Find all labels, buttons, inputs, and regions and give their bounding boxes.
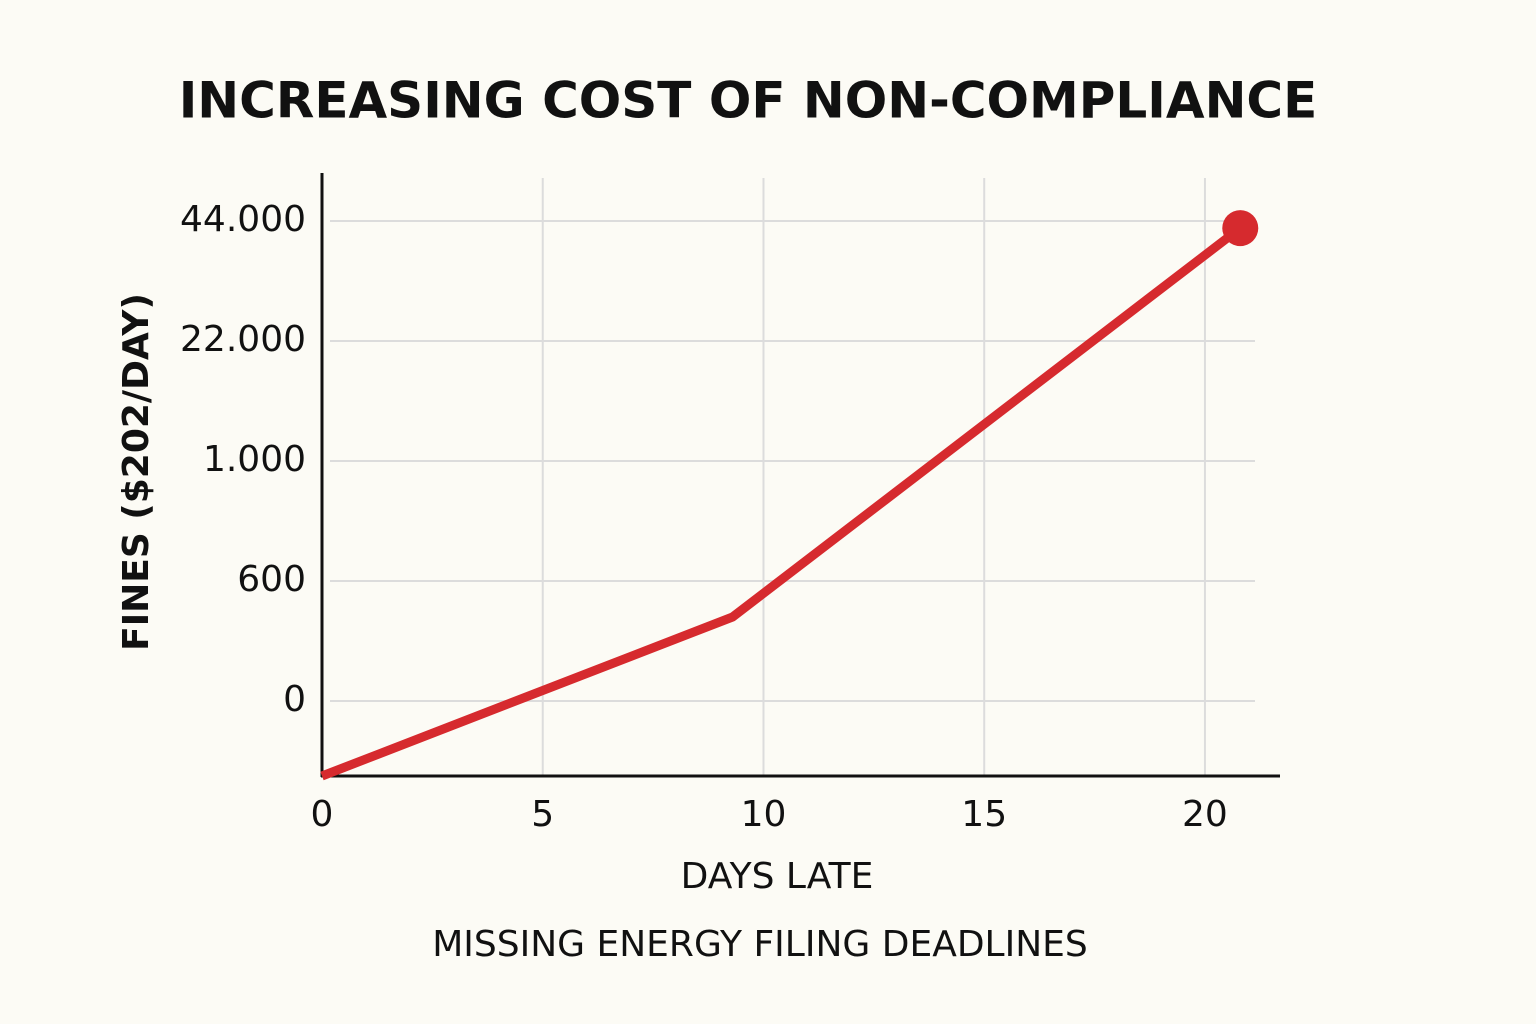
chart-title: INCREASING COST OF NON-COMPLIANCE (179, 72, 1318, 130)
x-tick-label: 20 (1182, 794, 1228, 835)
data-line (320, 224, 1244, 781)
end-marker (1222, 210, 1259, 247)
subtitle: MISSING ENERGY FILING DEADLINES (432, 924, 1088, 965)
x-tick-label: 5 (531, 794, 554, 835)
y-tick-label: 22.000 (180, 319, 306, 360)
y-tick-label: 1.000 (203, 439, 306, 480)
x-tick-label: 10 (741, 794, 787, 835)
y-tick-label: 0 (283, 679, 306, 720)
x-tick-label: 0 (311, 794, 334, 835)
y-tick-label: 44.000 (180, 199, 306, 240)
x-tick-label: 15 (961, 794, 1007, 835)
y-tick-label: 600 (237, 559, 306, 600)
y-axis-label: FINES ($202/DAY) (116, 293, 157, 651)
x-axis-label: DAYS LATE (681, 856, 874, 897)
